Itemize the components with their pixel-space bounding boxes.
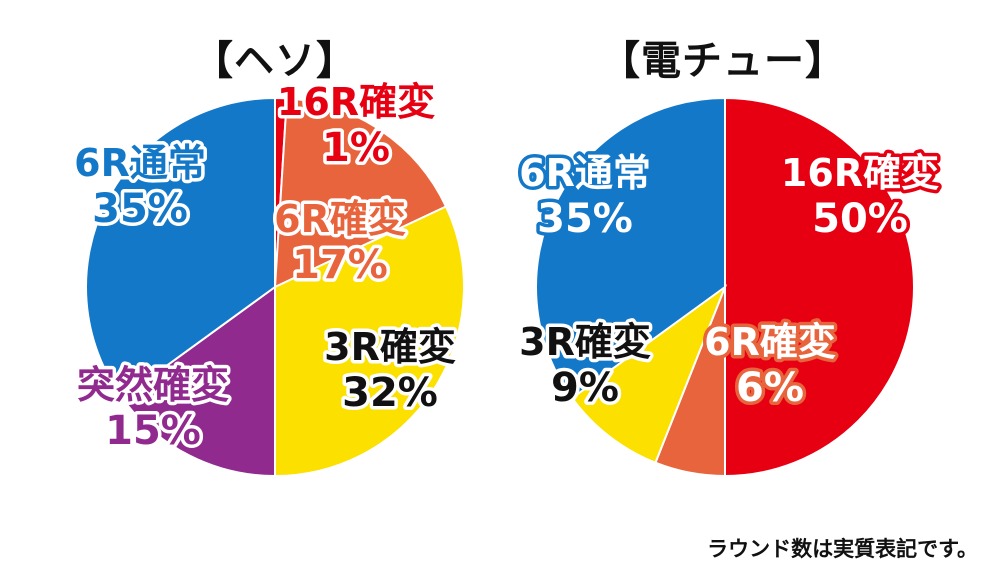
pie-slice [724, 96, 915, 478]
footnote: ラウンド数は実質表記です。 [707, 537, 978, 561]
slice-name-label: 16R確変 [277, 80, 435, 124]
slice-percent-label: 50% [812, 196, 908, 242]
slice-name-label: 3R確変 [519, 320, 651, 364]
slice-name-label: 6R通常 [519, 151, 651, 195]
slice-name-label: 16R確変 [781, 151, 939, 195]
slice-percent-label: 1% [322, 125, 390, 171]
slice-name-label: 3R確変 [324, 325, 456, 369]
pie-slice [85, 96, 276, 400]
chart-title-denchu: 【電チュー】 [600, 38, 846, 84]
pie-slice [570, 284, 728, 465]
slice-percent-label: 32% [342, 370, 438, 416]
slice-percent-label: 35% [537, 196, 633, 242]
slice-name-label: 6R通常 [74, 141, 206, 185]
pie-slice [535, 96, 726, 400]
pie-slice [273, 97, 448, 289]
slice-percent-label: 15% [105, 408, 201, 454]
slice-percent-label: 17% [292, 242, 388, 288]
slice-percent-label: 6% [736, 365, 804, 411]
slice-name-label: 6R確変 [704, 320, 836, 364]
slice-name-label: 6R確変 [274, 197, 406, 241]
chart-title-heso: 【ヘソ】 [193, 38, 357, 84]
slice-percent-label: 35% [92, 186, 188, 232]
slice-percent-label: 9% [551, 365, 619, 411]
slice-name-label: 突然確変 [77, 363, 229, 407]
pie-slice [274, 205, 465, 478]
pie-slice [120, 285, 276, 478]
